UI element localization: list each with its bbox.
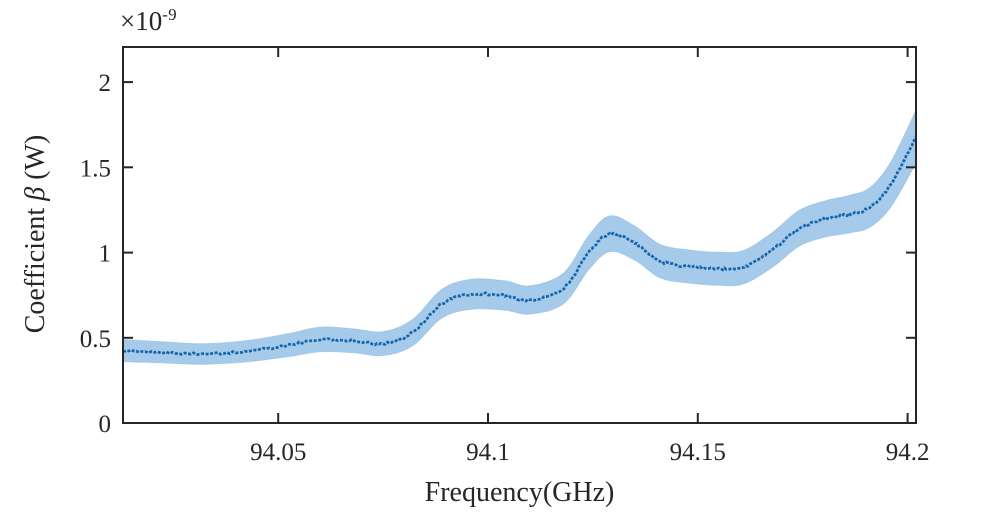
- uncertainty-band: [122, 109, 917, 365]
- y-tick-label: 0: [99, 411, 112, 438]
- x-tick-label: 94.05: [250, 439, 306, 466]
- y-tick-label: 1.5: [80, 155, 111, 182]
- series-line-coefficient-beta: [122, 136, 918, 356]
- y-axis-multiplier-exponent: -9: [162, 5, 178, 24]
- x-axis-label: Frequency(GHz): [424, 477, 615, 508]
- axes-frame: [122, 46, 917, 424]
- x-tick-label: 94.15: [670, 439, 726, 466]
- y-axis-multiplier: ×10-9: [120, 5, 177, 37]
- x-tick-label: 94.1: [466, 439, 510, 466]
- y-axis-label: Coefficient β (W): [20, 135, 52, 333]
- y-axis-multiplier-prefix: ×10: [120, 6, 163, 36]
- y-axis-label-text: Coefficient: [20, 200, 51, 334]
- y-tick-label: 2: [99, 70, 112, 97]
- y-tick-label: 0.5: [80, 326, 111, 353]
- x-tick-label: 94.2: [886, 439, 930, 466]
- y-axis-label-beta: β: [20, 186, 51, 201]
- y-axis-label-unit: (W): [20, 134, 51, 187]
- y-tick-label: 1: [99, 241, 112, 268]
